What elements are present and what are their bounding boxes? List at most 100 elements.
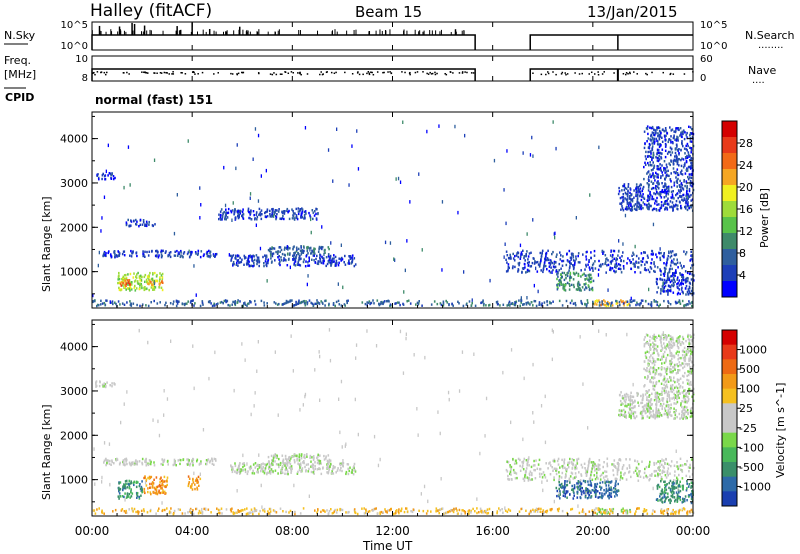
range-cell: [664, 182, 666, 185]
range-cell: [144, 250, 146, 253]
range-cell: [648, 175, 650, 178]
range-cell: [557, 457, 560, 461]
range-cell: [156, 249, 158, 253]
range-cell: [661, 182, 663, 185]
range-cell: [545, 462, 547, 465]
range-cell: [549, 271, 552, 274]
range-cell: [277, 256, 279, 259]
range-cell: [306, 301, 309, 304]
range-cell: [618, 186, 620, 190]
range-cell: [249, 300, 251, 303]
range-cell: [293, 458, 296, 462]
range-cell: [573, 491, 575, 495]
range-cell: [664, 168, 667, 171]
range-cell: [618, 458, 620, 462]
range-cell: [198, 484, 200, 487]
range-cell: [661, 278, 664, 281]
nave-point: [153, 72, 155, 74]
range-cell: [597, 463, 600, 466]
range-cell: [116, 255, 118, 258]
range-cell: [306, 249, 309, 253]
range-cell: [197, 249, 200, 253]
range-cell: [652, 140, 655, 144]
range-cell: [201, 301, 204, 305]
range-cell: [685, 148, 688, 151]
range-cell: [214, 458, 217, 461]
range-cell: [236, 143, 238, 147]
range-cell: [328, 304, 330, 307]
range-cell: [518, 261, 521, 265]
nave-point: [581, 72, 583, 75]
range-cell: [558, 283, 560, 286]
range-cell: [685, 134, 688, 137]
range-cell: [565, 277, 567, 280]
range-cell: [681, 184, 684, 187]
range-cell: [296, 263, 299, 266]
range-cell: [113, 250, 116, 253]
range-cell: [653, 463, 656, 466]
range-cell: [677, 300, 680, 304]
range-cell: [141, 487, 143, 490]
range-cell: [621, 477, 624, 480]
range-cell: [327, 462, 330, 465]
range-cell: [609, 488, 611, 491]
range-cell: [646, 125, 649, 128]
range-cell: [538, 458, 541, 462]
range-cell: [666, 277, 669, 280]
range-cell: [148, 250, 151, 253]
range-cell: [109, 253, 112, 256]
range-cell: [652, 413, 655, 416]
range-cell: [673, 479, 675, 482]
range-cell: [191, 459, 194, 462]
range-cell: [519, 458, 521, 462]
range-cell: [306, 282, 308, 287]
range-cell: [651, 392, 653, 395]
range-cell: [529, 153, 532, 157]
n-sky-line: [529, 34, 693, 50]
range-cell: [253, 264, 255, 267]
nave-point: [430, 73, 433, 75]
range-cell: [129, 224, 131, 228]
range-cell: [555, 270, 557, 273]
range-cell: [558, 483, 561, 487]
range-cell: [269, 215, 272, 218]
nave-point: [106, 71, 108, 74]
range-cell: [574, 472, 577, 475]
range-cell: [676, 127, 678, 130]
range-cell: [403, 290, 405, 294]
range-cell: [662, 465, 665, 468]
freq-tick-top: 10: [75, 54, 88, 65]
range-cell: [295, 214, 298, 217]
range-cell: [556, 283, 558, 287]
range-cell: [295, 454, 298, 458]
range-cell: [231, 303, 233, 306]
range-cell: [634, 203, 637, 206]
range-cell: [331, 469, 333, 473]
range-cell: [446, 301, 449, 304]
range-cell: [580, 275, 582, 278]
range-cell: [649, 474, 651, 477]
freq-tick-bottom: 8: [82, 73, 88, 84]
range-cell: [596, 512, 598, 516]
range-cell: [124, 480, 127, 483]
range-cell: [332, 303, 335, 306]
range-cell: [215, 253, 217, 256]
nave-point: [545, 73, 547, 76]
range-cell: [636, 198, 639, 201]
range-cell: [527, 458, 529, 462]
range-cell: [631, 205, 633, 209]
range-cell: [688, 392, 690, 395]
range-cell: [656, 185, 659, 188]
range-cell: [147, 304, 150, 308]
range-cell: [632, 258, 634, 261]
range-cell: [114, 176, 116, 180]
range-cell: [503, 255, 505, 259]
range-cell: [660, 289, 662, 292]
range-cell: [274, 455, 277, 458]
range-cell: [119, 281, 121, 284]
range-cell: [659, 151, 661, 155]
nave-point: [625, 72, 628, 74]
range-cell: [597, 466, 600, 469]
range-cell: [299, 301, 302, 304]
range-cell: [676, 145, 678, 148]
